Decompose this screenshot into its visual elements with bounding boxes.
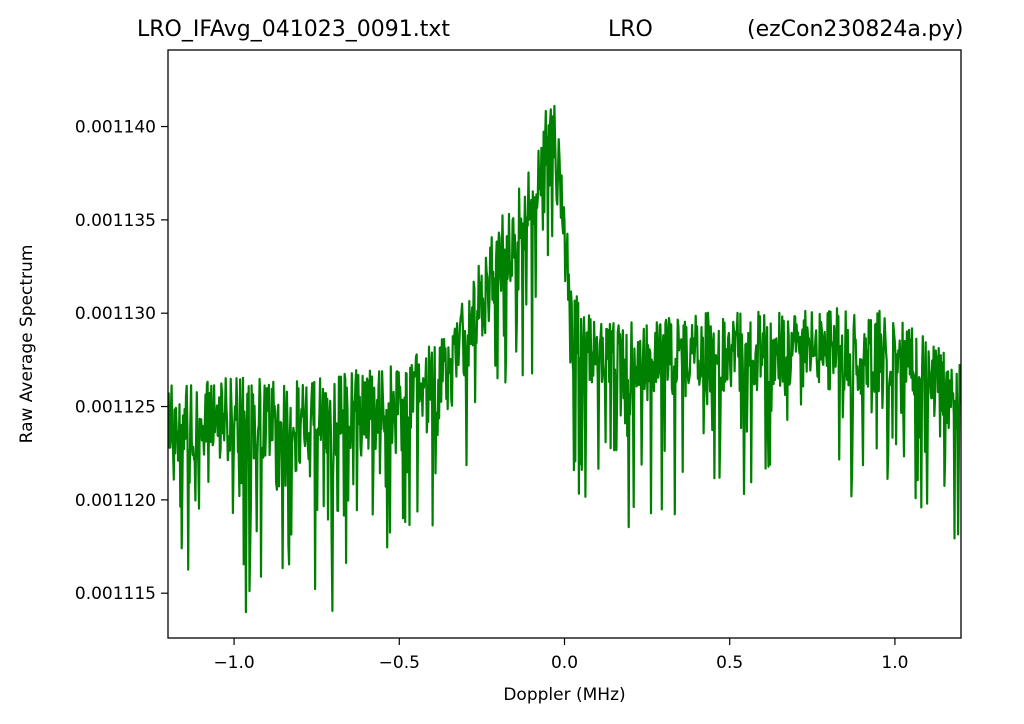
x-tick-label: 0.0 (551, 653, 578, 673)
y-tick-label: 0.001125 (75, 398, 156, 418)
chart-title-right: (ezCon230824a.py) (747, 17, 963, 42)
spectrum-series-line (168, 104, 961, 614)
y-tick-label: 0.001140 (75, 118, 156, 138)
x-tick-label: 1.0 (881, 653, 908, 673)
x-tick-label: −0.5 (379, 653, 420, 673)
x-axis-label: Doppler (MHz) (503, 685, 625, 705)
y-tick-label: 0.001130 (75, 304, 156, 324)
plot-frame (167, 49, 962, 639)
x-tick-label: −1.0 (213, 653, 254, 673)
y-tick-label: 0.001135 (75, 211, 156, 231)
y-axis-label: Raw Average Spectrum (17, 245, 37, 444)
chart-title-left: LRO_IFAvg_041023_0091.txt (137, 17, 450, 42)
y-tick-label: 0.001115 (75, 584, 156, 604)
y-tick-label: 0.001120 (75, 491, 156, 511)
x-tick-label: 0.5 (716, 653, 743, 673)
chart-title-center: LRO (608, 17, 653, 42)
